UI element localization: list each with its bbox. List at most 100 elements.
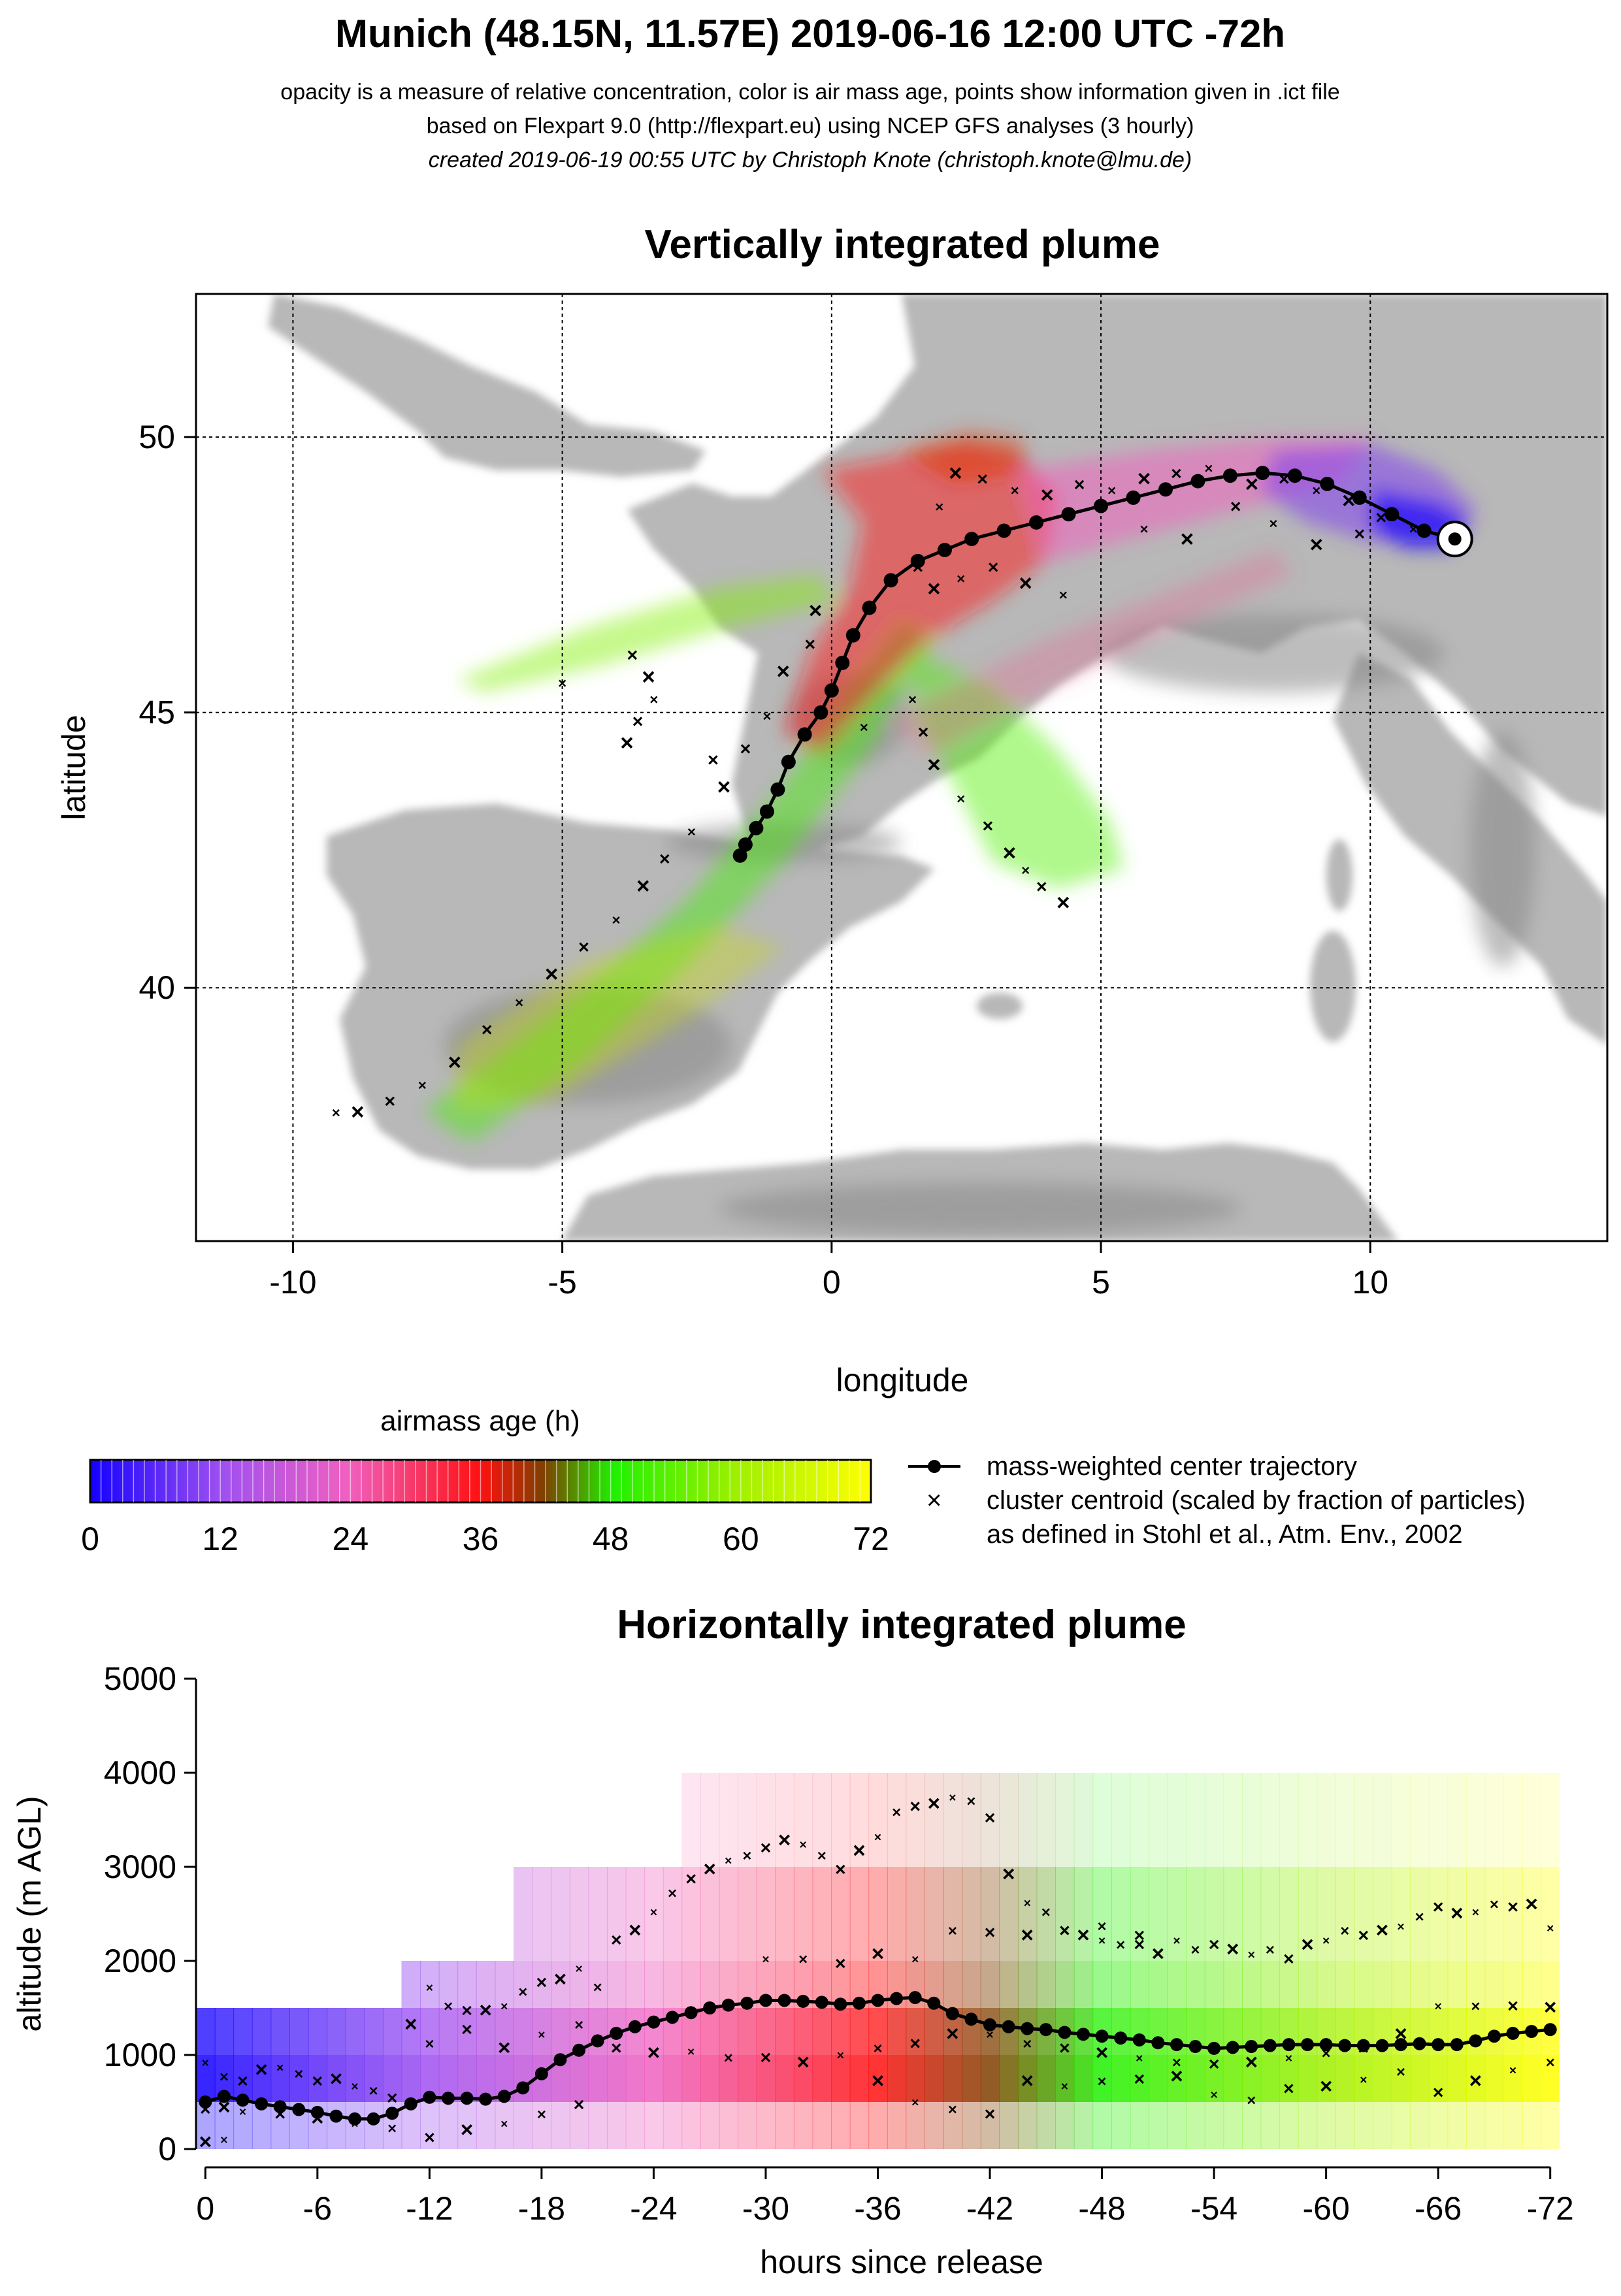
map-trajectory-point [1352,490,1367,505]
alt-age-cell [868,2055,888,2102]
alt-age-cell [1223,1867,1243,1961]
alt-age-cell [868,1867,888,1961]
alt-age-cell [532,1961,552,2008]
alt-age-cell [719,1867,739,1961]
legend-traj-label: mass-weighted center trajectory [987,1452,1357,1481]
alt-age-cell [252,2008,272,2055]
map-cluster-centroid: × [687,824,696,840]
alt-age-cell [681,1961,701,2008]
land-mallorca [977,993,1023,1019]
alt-age-cell [1503,2102,1523,2149]
alt-age-cell [831,2008,851,2055]
alt-age-cell [1130,2008,1150,2055]
alt-age-cell [999,2102,1019,2149]
alt-cluster-centroid: × [1096,2041,1109,2065]
alt-age-cell [924,1867,944,1961]
alt-age-cell [1092,1867,1112,1961]
alt-age-cell [663,2055,683,2102]
alt-age-cell [551,1961,570,2008]
alt-age-cell [1241,2102,1262,2149]
alt-age-cell [719,2008,739,2055]
alt-cluster-centroid: × [500,2000,508,2014]
alt-age-cell [887,1867,907,1961]
alt-trajectory-point [1002,2020,1015,2033]
alt-cluster-centroid: × [1098,1918,1107,1935]
alt-age-cell [1130,2102,1150,2149]
alt-cluster-centroid: × [1226,1937,1239,1962]
alt-age-cell [868,2008,888,2055]
alt-age-cell [831,2055,851,2102]
alt-age-cell [588,2102,608,2149]
alt-cluster-centroid: × [985,1807,996,1828]
alt-cluster-centroid: × [1021,2069,1034,2094]
alt-trajectory-point [1207,2041,1221,2055]
alt-age-cell [700,2008,720,2055]
alt-age-cell [1223,2055,1243,2102]
map-cluster-centroid: × [762,708,771,724]
alt-age-cell [1428,1867,1449,1961]
alt-cluster-centroid: × [1376,1918,1389,1943]
alt-cluster-centroid: × [1152,1942,1165,1966]
alt-cluster-centroid: × [1210,2089,1217,2103]
alt-trajectory-point [404,2097,418,2110]
alt-age-cell [1186,1773,1205,1867]
alt-age-cell [1073,2055,1094,2102]
alt-age-cells [196,1773,1560,2149]
map-cluster-centroid: × [1269,515,1277,532]
alt-age-cell [831,2102,851,2149]
alt-age-cell [1541,1961,1560,2008]
alt-cluster-centroid: × [1509,2064,1516,2078]
alt-trajectory-point [1245,2040,1258,2054]
alt-cluster-centroid: × [1172,2054,1181,2072]
alt-age-cell [514,2008,533,2055]
alt-age-cell [1317,1867,1336,1961]
alt-age-cell [943,1961,963,2008]
alt-age-cell [420,2102,440,2149]
alt-age-cell [364,2102,384,2149]
alt-trajectory-point [647,2015,661,2029]
alt-age-cell [1186,1867,1205,1961]
alt-age-cell [1391,1867,1411,1961]
alt-trajectory-point [721,1998,735,2012]
plume-layer [425,431,1477,1143]
alt-cluster-centroid: × [1248,1948,1255,1962]
alt-age-cell [1410,2102,1430,2149]
alt-cluster-centroid: × [1173,1934,1180,1948]
alt-cluster-centroid: × [668,1884,677,1902]
alt-trajectory-point [1058,2026,1072,2039]
alt-trajectory-point [1188,2040,1202,2054]
alt-cluster-centroid: × [1245,2050,1258,2075]
alt-xtick-label: -54 [1190,2190,1237,2227]
alt-ytick-label: 0 [158,2131,176,2167]
alt-age-cell [738,2102,757,2149]
alt-cluster-centroid: × [1024,1897,1031,1911]
alt-age-cell [775,2102,794,2149]
alt-age-cell [719,1773,739,1867]
alt-cluster-centroid: × [461,2118,474,2142]
map-axes: -10 -5 0 5 10 40 45 50 [139,419,1388,1301]
map-xtick-label: 10 [1352,1264,1388,1301]
alt-age-cell [345,2102,365,2149]
plume-green-spain [425,621,934,1143]
alt-age-cell [1503,1773,1523,1867]
alt-age-cell [849,2055,870,2102]
alt-age-cell [1186,2102,1205,2149]
alt-age-cell [1466,1867,1486,1961]
alt-age-cell [1447,2102,1467,2149]
alt-age-cell [1149,2102,1168,2149]
alt-trajectory-point [1282,2038,1296,2052]
alt-age-cell [1111,2102,1131,2149]
alt-cluster-centroid: × [444,1997,453,2015]
alt-age-cell [756,1867,776,1961]
map-cluster-centroid: × [988,557,999,578]
map-cluster-centroid: × [1138,466,1151,491]
map-cluster-centroid: × [448,1050,461,1075]
alt-trajectory-point [1132,2033,1146,2046]
alt-trajectory-point [572,2043,586,2057]
alt-age-cell [1036,1773,1056,1867]
alt-age-cell [588,2008,608,2055]
alt-age-cell [233,2102,253,2149]
alt-age-cell [1149,2055,1168,2102]
alt-age-cell [924,1773,944,1867]
alt-trajectory-point [927,1996,941,2010]
